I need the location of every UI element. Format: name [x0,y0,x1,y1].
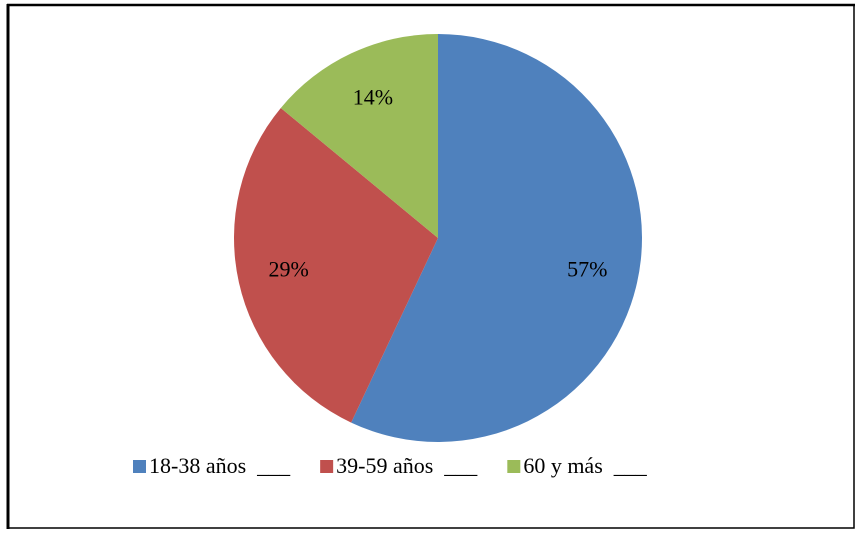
data-label: 29% [269,256,309,281]
legend-label: 18-38 años ___ [149,453,291,478]
data-label: 57% [567,256,607,281]
pie-slice [351,34,642,442]
data-label: 14% [353,85,393,110]
pie-slice [280,34,438,238]
legend-swatch [507,460,521,473]
legend-swatch [320,460,334,473]
legend-label: 60 y más ___ [523,453,647,478]
legend-swatch [133,460,146,473]
legend-label: 39-59 años ___ [336,453,478,478]
pie-slice [234,107,438,423]
